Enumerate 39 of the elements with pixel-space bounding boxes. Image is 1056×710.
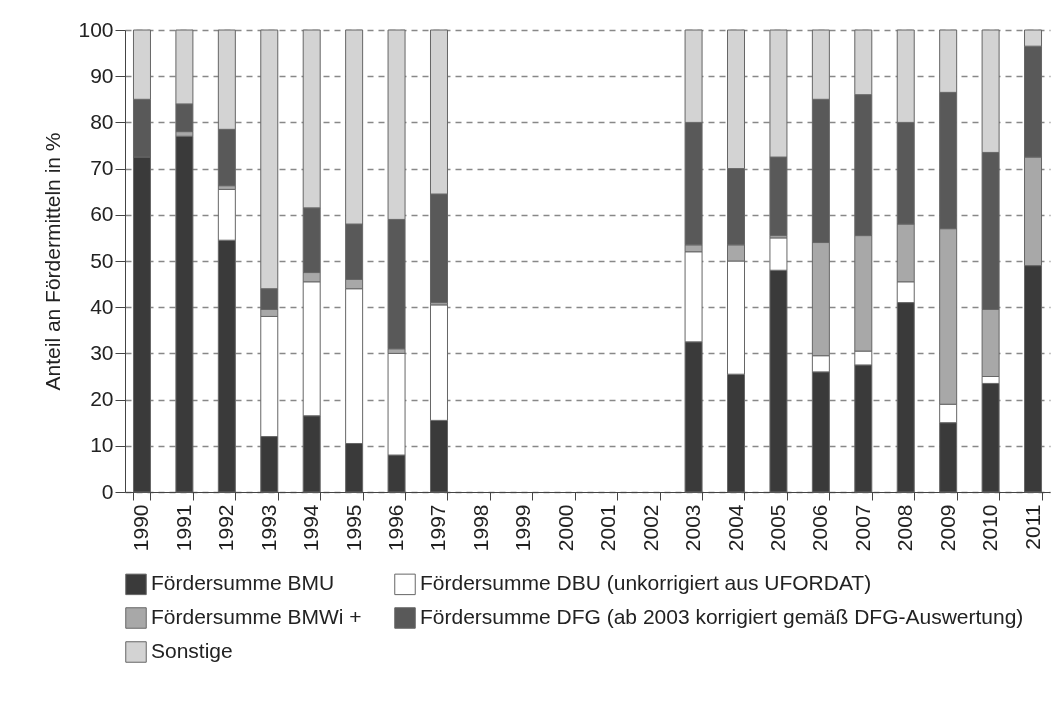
y-tick-label: 100 — [78, 17, 114, 41]
x-tick-label: 2007 — [850, 504, 874, 552]
x-tick-label: 1997 — [426, 504, 450, 552]
x-tick-label: 1999 — [511, 504, 535, 552]
x-tick-label: 1990 — [129, 504, 153, 552]
x-tick-label: 2010 — [978, 504, 1002, 552]
y-axis-title: Anteil an Fördermitteln in % — [41, 132, 65, 391]
y-tick-label: 50 — [90, 248, 114, 272]
legend-label: Fördersumme BMU — [151, 571, 335, 595]
x-tick-label: 2011 — [1020, 504, 1044, 550]
y-tick-label: 80 — [90, 109, 114, 133]
x-tick-label: 1991 — [171, 504, 195, 552]
legend-label: Sonstige — [151, 639, 233, 662]
y-tick-label: 60 — [90, 202, 114, 226]
y-tick-label: 70 — [90, 156, 114, 180]
x-tick-label: 2004 — [723, 504, 747, 552]
y-tick-label: 30 — [90, 340, 114, 364]
y-tick-label: 20 — [90, 387, 114, 411]
x-tick-label: 2003 — [681, 504, 705, 552]
y-tick-label: 10 — [90, 433, 114, 457]
x-tick-label: 2000 — [553, 504, 577, 552]
y-tick-label: 90 — [90, 63, 114, 87]
x-tick-label: 2005 — [765, 504, 789, 552]
x-tick-label: 1995 — [341, 504, 365, 552]
x-tick-label: 2009 — [935, 504, 959, 552]
legend-label: Fördersumme DFG (ab 2003 korrigiert gemäß DFG-Auswertung) — [420, 605, 1024, 628]
x-tick-label: 1998 — [468, 504, 492, 552]
y-tick-label: 40 — [90, 294, 114, 318]
x-tick-label: 2008 — [893, 504, 917, 552]
x-tick-label: 2006 — [808, 504, 832, 552]
x-tick-label: 2001 — [596, 504, 620, 552]
x-tick-label: 2002 — [638, 504, 662, 552]
x-tick-label: 1996 — [384, 504, 408, 552]
x-tick-label: 1992 — [214, 504, 238, 552]
x-tick-label: 1994 — [299, 504, 323, 552]
y-tick-label: 0 — [101, 479, 114, 503]
legend-label: Fördersumme DBU (unkorrigiert aus UFORDAT) — [420, 571, 872, 595]
legend-label: Fördersumme BMWi + — [151, 605, 362, 628]
x-tick-label: 1993 — [256, 504, 280, 552]
